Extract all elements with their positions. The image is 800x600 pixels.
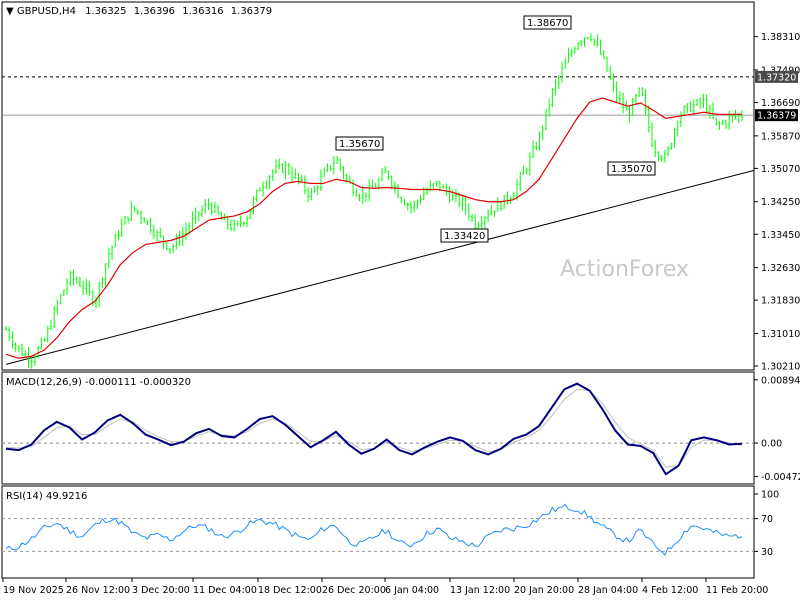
macd-tick-label: 0.00 — [761, 439, 782, 450]
x-tick-label: 13 Jan 12:00 — [450, 585, 510, 596]
x-tick-label: 19 Nov 2025 — [3, 585, 64, 596]
annotation-label: 1.35070 — [611, 164, 652, 175]
ohlc-high: 1.36396 — [134, 6, 175, 17]
watermark: ActionForex — [560, 257, 689, 282]
price-annotation: 1.35070 — [607, 161, 656, 176]
x-tick-label: 6 Jan 04:00 — [385, 585, 439, 596]
price-tick-label: 1.32630 — [761, 263, 800, 274]
moving-average-line — [5, 97, 742, 359]
x-tick-label: 26 Nov 12:00 — [66, 585, 130, 596]
price-tick-label: 1.33450 — [761, 230, 800, 241]
ohlc-close: 1.36379 — [231, 6, 272, 17]
x-tick-label: 3 Dec 20:00 — [132, 585, 190, 596]
resistance-price-tag-bg — [755, 70, 798, 83]
rsi-tick-label: 100 — [761, 490, 779, 501]
x-tick-label: 26 Dec 20:00 — [322, 585, 386, 596]
price-tick-label: 1.34250 — [761, 197, 800, 208]
macd-panel-frame — [1, 371, 755, 485]
rsi-panel-frame — [1, 485, 755, 579]
title-arrow: ▼ — [6, 6, 17, 17]
annotation-box — [523, 15, 572, 30]
rsi-line — [5, 503, 743, 556]
macd-tick-label: -0.004725 — [761, 472, 800, 483]
rsi-title: RSI(14) 49.9216 — [6, 491, 87, 502]
rsi-tick-label: 70 — [761, 514, 773, 525]
price-tick-label: 1.30210 — [761, 362, 800, 373]
annotation-box — [335, 136, 384, 151]
price-tick-label: 1.38310 — [761, 32, 800, 43]
x-tick-label: 18 Dec 12:00 — [258, 585, 322, 596]
price-tick-label: 1.36690 — [761, 98, 800, 109]
symbol-title: GBPUSD,H4 — [17, 6, 76, 17]
x-tick-label: 4 Feb 12:00 — [642, 585, 698, 596]
annotation-box — [607, 161, 656, 176]
ohlc-open: 1.36325 — [85, 6, 126, 17]
macd-title: MACD(12,26,9) -0.000111 -0.000320 — [6, 377, 191, 388]
annotation-label: 1.38670 — [527, 18, 568, 29]
rsi-tick-label: 30 — [761, 547, 773, 558]
annotation-label: 1.35670 — [339, 139, 380, 150]
price-annotation: 1.35670 — [335, 136, 384, 151]
x-tick-label: 11 Feb 20:00 — [706, 585, 768, 596]
price-annotation: 1.33420 — [440, 228, 489, 243]
chart-title: ▼ GBPUSD,H4 1.36325 1.36396 1.36316 1.36… — [6, 6, 272, 17]
annotation-box — [440, 228, 489, 243]
price-annotation: 1.38670 — [523, 15, 572, 30]
x-tick-label: 20 Jan 20:00 — [514, 585, 574, 596]
price-tick-label: 1.31010 — [761, 329, 800, 340]
x-tick-label: 28 Jan 04:00 — [578, 585, 638, 596]
price-panel-frame — [1, 1, 755, 371]
annotation-label: 1.33420 — [444, 231, 485, 242]
price-tick-label: 1.35870 — [761, 131, 800, 142]
price-tick-label: 1.31830 — [761, 296, 800, 307]
macd-line — [5, 382, 743, 476]
resistance-price-tag: 1.37320 — [757, 72, 796, 83]
x-tick-label: 11 Dec 04:00 — [193, 585, 257, 596]
price-tick-label: 1.35070 — [761, 164, 800, 175]
trendline — [5, 169, 755, 365]
current-price-tag-bg — [755, 109, 798, 122]
current-price-tag: 1.36379 — [757, 111, 796, 122]
ohlc-low: 1.36316 — [182, 6, 223, 17]
macd-tick-label: 0.008942 — [761, 375, 800, 386]
